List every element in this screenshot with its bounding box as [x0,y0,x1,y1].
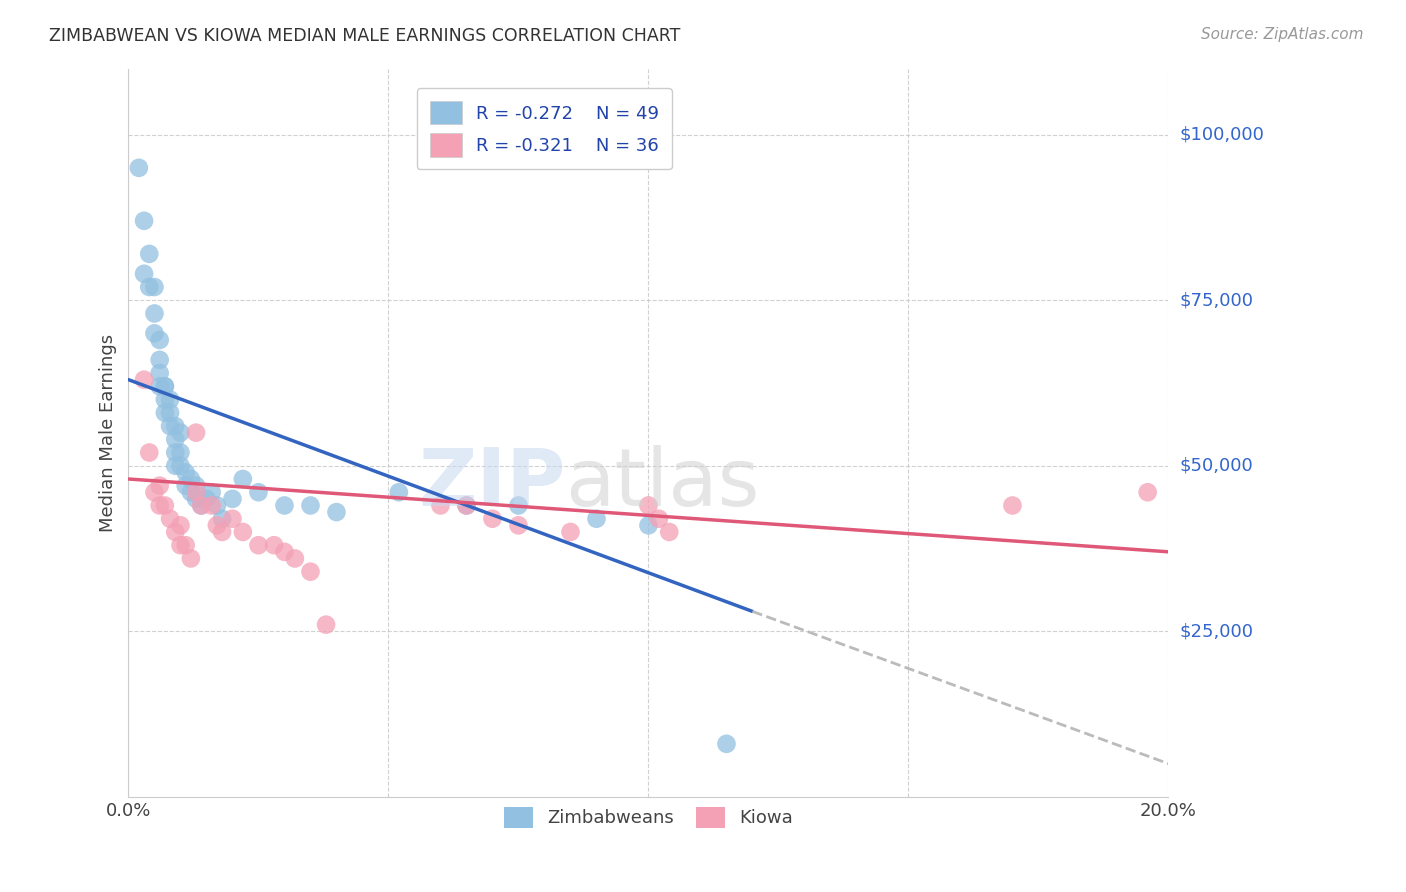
Point [180,472,202,486]
Text: ZIMBABWEAN VS KIOWA MEDIAN MALE EARNINGS CORRELATION CHART: ZIMBABWEAN VS KIOWA MEDIAN MALE EARNINGS… [49,27,681,45]
Point [1136,485,1159,500]
Point [169,538,191,552]
Point [159,406,181,420]
Point [456,499,478,513]
Point [585,512,607,526]
Text: $100,000: $100,000 [1180,126,1264,144]
Legend: Zimbabweans, Kiowa: Zimbabweans, Kiowa [496,800,800,835]
Text: Source: ZipAtlas.com: Source: ZipAtlas.com [1201,27,1364,42]
Point [169,518,191,533]
Text: $50,000: $50,000 [1180,457,1253,475]
Point [174,478,197,492]
Point [153,379,176,393]
Point [205,499,228,513]
Point [174,538,197,552]
Point [149,478,172,492]
Point [716,737,738,751]
Point [201,499,224,513]
Point [508,499,530,513]
Y-axis label: Median Male Earnings: Median Male Earnings [100,334,117,532]
Text: $75,000: $75,000 [1180,292,1254,310]
Point [132,373,155,387]
Point [153,379,176,393]
Point [153,499,176,513]
Point [263,538,285,552]
Point [299,565,322,579]
Point [138,280,160,294]
Point [153,392,176,407]
Point [658,524,681,539]
Text: ZIP: ZIP [418,444,565,523]
Point [138,445,160,459]
Point [165,524,187,539]
Point [221,491,243,506]
Point [159,419,181,434]
Point [315,617,337,632]
Point [159,512,181,526]
Point [1001,499,1024,513]
Point [637,518,659,533]
Point [138,247,160,261]
Point [190,499,212,513]
Point [149,366,172,380]
Point [456,499,478,513]
Point [205,518,228,533]
Text: atlas: atlas [565,444,759,523]
Point [273,499,295,513]
Point [247,538,270,552]
Point [184,478,207,492]
Point [153,406,176,420]
Point [284,551,307,566]
Point [149,379,172,393]
Point [429,499,451,513]
Point [149,499,172,513]
Point [143,326,166,341]
Point [273,545,295,559]
Point [648,512,671,526]
Point [184,491,207,506]
Point [165,445,187,459]
Point [247,485,270,500]
Point [184,485,207,500]
Point [169,458,191,473]
Point [195,491,218,506]
Point [201,485,224,500]
Point [180,485,202,500]
Point [180,551,202,566]
Point [508,518,530,533]
Point [325,505,347,519]
Point [174,466,197,480]
Point [184,425,207,440]
Point [165,432,187,446]
Point [165,458,187,473]
Point [143,280,166,294]
Point [169,425,191,440]
Point [169,445,191,459]
Point [299,499,322,513]
Point [165,419,187,434]
Point [232,524,254,539]
Point [388,485,411,500]
Point [211,524,233,539]
Point [481,512,503,526]
Point [149,333,172,347]
Point [232,472,254,486]
Point [637,499,659,513]
Point [190,499,212,513]
Point [221,512,243,526]
Point [149,352,172,367]
Point [128,161,150,175]
Point [211,512,233,526]
Point [159,392,181,407]
Point [143,306,166,320]
Text: $25,000: $25,000 [1180,623,1254,640]
Point [132,214,155,228]
Point [560,524,582,539]
Point [132,267,155,281]
Point [143,485,166,500]
